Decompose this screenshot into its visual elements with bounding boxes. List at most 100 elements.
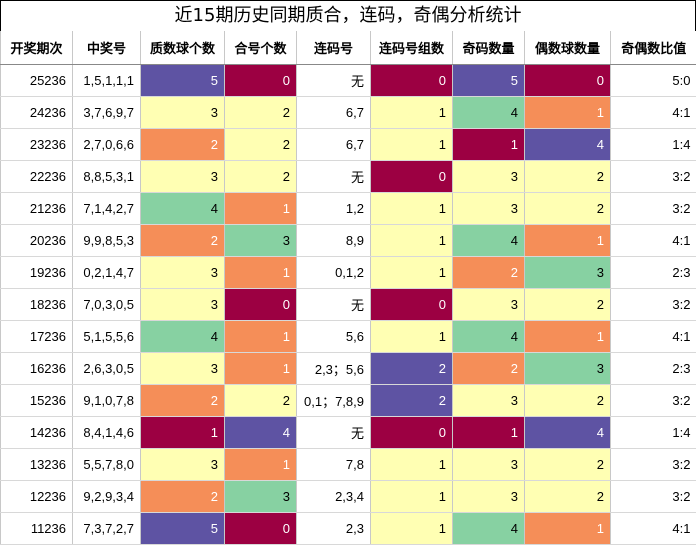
odd-even-ratio-cell: 3:2 [611,449,696,481]
consecutive-groups-cell: 2 [371,385,453,417]
even-count-cell: 3 [525,257,611,289]
composite-count-cell: 0 [225,65,297,97]
odd-even-ratio-cell: 3:2 [611,385,696,417]
header-odd-count: 奇码数量 [453,31,525,65]
even-count-cell: 1 [525,225,611,257]
consecutive-cell: 7,8 [297,449,371,481]
issue-cell: 18236 [1,289,73,321]
composite-count-cell: 1 [225,353,297,385]
composite-count-cell: 0 [225,289,297,321]
odd-count-cell: 1 [453,417,525,449]
odd-even-ratio-cell: 1:4 [611,129,696,161]
even-count-cell: 2 [525,289,611,321]
winning-numbers-cell: 7,1,4,2,7 [73,193,141,225]
consecutive-cell: 无 [297,417,371,449]
odd-count-cell: 4 [453,225,525,257]
issue-cell: 25236 [1,65,73,97]
winning-numbers-cell: 5,5,7,8,0 [73,449,141,481]
odd-count-cell: 3 [453,289,525,321]
composite-count-cell: 2 [225,129,297,161]
even-count-cell: 2 [525,481,611,513]
prime-count-cell: 4 [141,321,225,353]
issue-cell: 20236 [1,225,73,257]
odd-even-ratio-cell: 1:4 [611,417,696,449]
odd-count-cell: 2 [453,353,525,385]
header-consecutive-groups: 连码号组数 [371,31,453,65]
consecutive-cell: 8,9 [297,225,371,257]
consecutive-cell: 0,1,2 [297,257,371,289]
odd-count-cell: 3 [453,449,525,481]
consecutive-cell: 6,7 [297,97,371,129]
prime-count-cell: 1 [141,417,225,449]
composite-count-cell: 1 [225,257,297,289]
prime-count-cell: 4 [141,193,225,225]
prime-count-cell: 3 [141,161,225,193]
even-count-cell: 4 [525,129,611,161]
odd-count-cell: 5 [453,65,525,97]
composite-count-cell: 1 [225,449,297,481]
issue-cell: 19236 [1,257,73,289]
odd-even-ratio-cell: 2:3 [611,257,696,289]
header-odd-even-ratio: 奇偶数比值 [611,31,696,65]
odd-count-cell: 2 [453,257,525,289]
issue-cell: 12236 [1,481,73,513]
odd-even-ratio-cell: 4:1 [611,321,696,353]
header-consecutive: 连码号 [297,31,371,65]
winning-numbers-cell: 8,8,5,3,1 [73,161,141,193]
sheet-title: 近15期历史同期质合，连码，奇偶分析统计 [0,0,696,31]
issue-cell: 24236 [1,97,73,129]
issue-cell: 17236 [1,321,73,353]
even-count-cell: 2 [525,161,611,193]
prime-count-cell: 3 [141,257,225,289]
odd-even-ratio-cell: 3:2 [611,161,696,193]
consecutive-groups-cell: 0 [371,417,453,449]
prime-count-cell: 3 [141,97,225,129]
prime-count-cell: 5 [141,65,225,97]
header-prime-count: 质数球个数 [141,31,225,65]
consecutive-groups-cell: 1 [371,193,453,225]
issue-cell: 16236 [1,353,73,385]
header-composite-count: 合号个数 [225,31,297,65]
even-count-cell: 2 [525,193,611,225]
odd-count-cell: 3 [453,193,525,225]
prime-count-cell: 2 [141,225,225,257]
consecutive-groups-cell: 0 [371,161,453,193]
odd-even-ratio-cell: 4:1 [611,225,696,257]
even-count-cell: 1 [525,97,611,129]
odd-count-cell: 4 [453,97,525,129]
consecutive-cell: 2,3；5,6 [297,353,371,385]
odd-count-cell: 3 [453,161,525,193]
header-issue: 开奖期次 [1,31,73,65]
composite-count-cell: 4 [225,417,297,449]
consecutive-groups-cell: 2 [371,353,453,385]
prime-count-cell: 3 [141,289,225,321]
winning-numbers-cell: 9,9,8,5,3 [73,225,141,257]
winning-numbers-cell: 8,4,1,4,6 [73,417,141,449]
header-row: 开奖期次 中奖号 质数球个数 合号个数 连码号 连码号组数 奇码数量 偶数球数量… [1,31,696,65]
winning-numbers-cell: 5,1,5,5,6 [73,321,141,353]
issue-cell: 13236 [1,449,73,481]
composite-count-cell: 2 [225,161,297,193]
header-winning-numbers: 中奖号 [73,31,141,65]
consecutive-groups-cell: 1 [371,449,453,481]
odd-count-cell: 4 [453,321,525,353]
even-count-cell: 1 [525,321,611,353]
odd-even-ratio-cell: 3:2 [611,481,696,513]
winning-numbers-cell: 2,7,0,6,6 [73,129,141,161]
consecutive-cell: 2,3,4 [297,481,371,513]
prime-count-cell: 3 [141,353,225,385]
